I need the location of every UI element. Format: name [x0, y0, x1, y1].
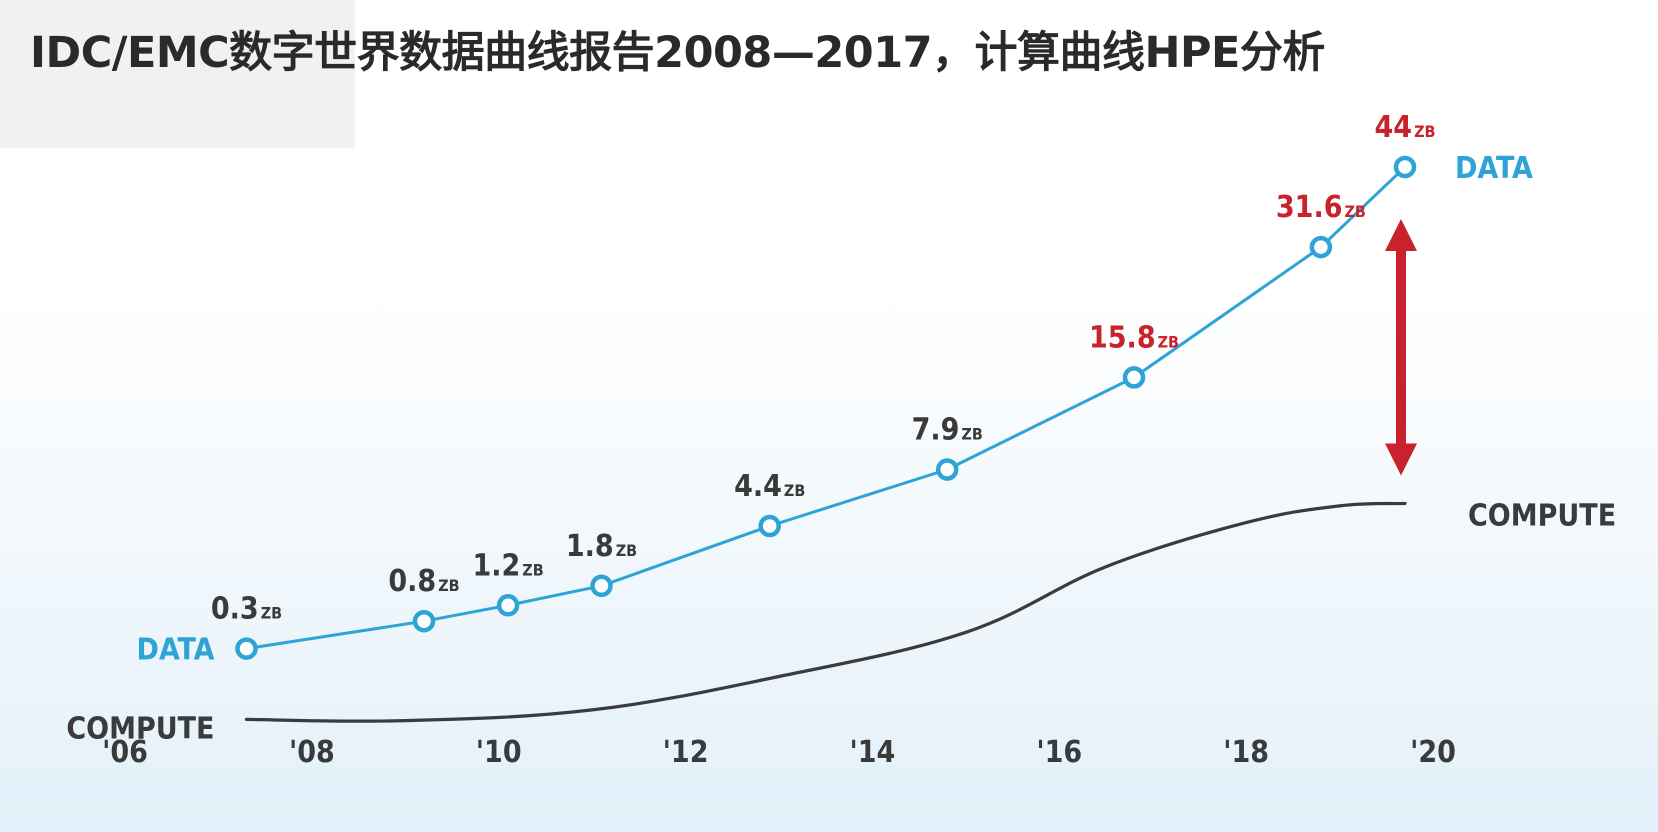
data-point-marker [1393, 155, 1417, 179]
data-labels: 0.3 ZB 0.8 ZB 1.2 ZB 1.8 ZB 4.4 ZB 7.9 ZB 15.8 ZB 31.6… [211, 110, 1436, 627]
data-point-marker [235, 637, 258, 660]
compute-series-start-label: COMPUTE [66, 711, 214, 746]
x-tick-label: '08 [289, 735, 335, 770]
data-point-marker [496, 594, 520, 617]
data-value-label: 44 ZB [1375, 110, 1436, 145]
data-value-label: 15.8 ZB [1089, 320, 1179, 355]
data-value-label: 0.3 ZB [211, 592, 282, 627]
data-value-label: 7.9 ZB [912, 413, 983, 448]
data-value-label: 1.8 ZB [566, 529, 637, 564]
x-tick-label: '18 [1223, 735, 1269, 770]
x-tick-label: '06 [102, 735, 148, 770]
x-tick-label: '16 [1036, 735, 1082, 770]
data-value-label: 1.2 ZB [472, 548, 543, 583]
data-value-label: 0.8 ZB [388, 564, 459, 599]
x-tick-label: '20 [1410, 735, 1456, 770]
x-tick-label: '14 [850, 735, 896, 770]
chart-title: IDC/EMC数字世界数据曲线报告2008—2017，计算曲线HPE分析 [30, 28, 1325, 78]
data-point-marker [590, 574, 613, 598]
compute-series [244, 501, 1407, 723]
data-value-label: 31.6 ZB [1276, 190, 1366, 225]
compute-series-end-label: COMPUTE [1468, 499, 1616, 534]
x-axis: '06 '08 '10 '12 '14 '16 '18 '20 [102, 735, 1456, 770]
x-tick-label: '10 [476, 735, 522, 770]
data-series [235, 155, 1417, 660]
data-value-label: 4.4 ZB [734, 469, 805, 504]
data-point-marker [1122, 366, 1146, 389]
data-point-marker [412, 609, 436, 633]
data-series-start-label: DATA [137, 633, 215, 668]
x-tick-label: '12 [663, 735, 709, 770]
data-point-marker [935, 458, 959, 481]
title-background [0, 0, 355, 148]
compute-series-line [244, 501, 1407, 723]
annotations: DATA COMPUTE DATA COMPUTE [66, 151, 1616, 746]
data-series-end-label: DATA [1455, 151, 1533, 186]
data-point-marker [1309, 235, 1333, 259]
data-point-marker [758, 514, 781, 538]
